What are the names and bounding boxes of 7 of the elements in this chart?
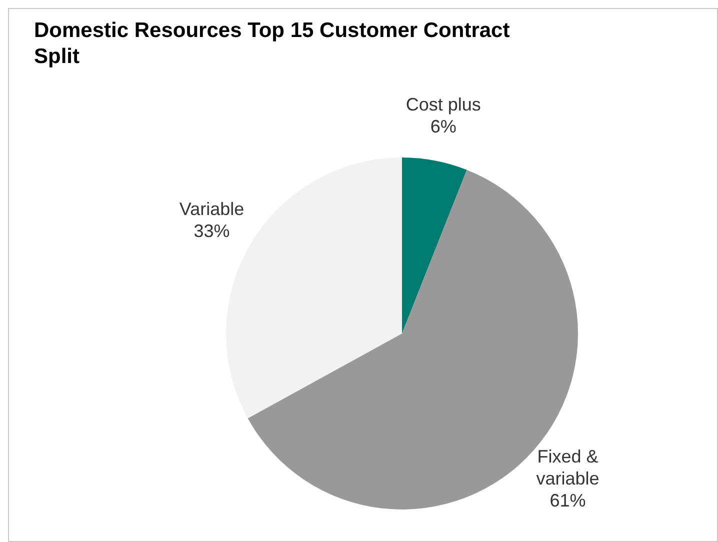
data-label: 33% [194,220,230,241]
slice-label: Variable [179,198,244,219]
data-label: 6% [430,116,456,136]
slice-label: Fixed & variable [536,446,600,489]
chart-title: Domestic Resources Top 15 Customer Contract Split [34,18,511,70]
data-label: 61% [550,490,586,511]
slice-label: Cost plus [406,94,481,114]
